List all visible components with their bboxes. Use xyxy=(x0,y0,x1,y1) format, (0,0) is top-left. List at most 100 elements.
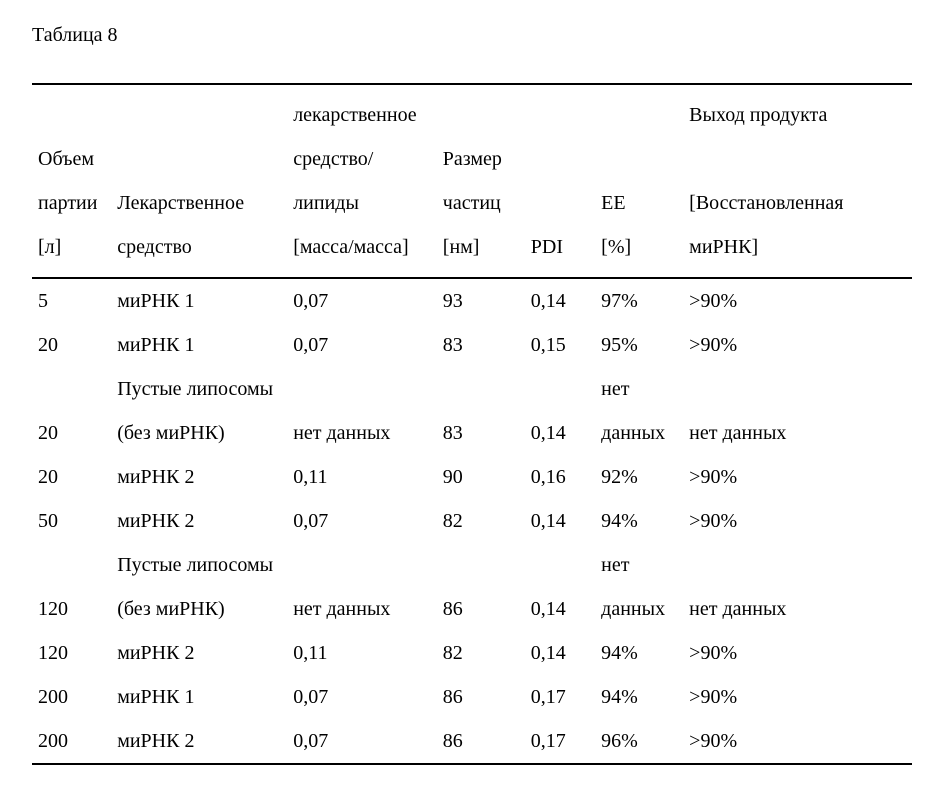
table-row: 20миРНК 10,07830,1595%>90% xyxy=(32,323,912,367)
cell-pdi: 0,16 xyxy=(525,455,595,499)
col-header-ee: EE[%] xyxy=(595,84,683,278)
header-line xyxy=(601,93,677,137)
data-table: Объемпартии[л] Лекарственноесредство лек… xyxy=(32,83,912,765)
cell-drug: Пустые липосомы (без миРНК) xyxy=(111,543,287,631)
header-line xyxy=(689,137,906,181)
header-line: Размер xyxy=(443,137,519,181)
header-line: липиды xyxy=(293,181,431,225)
cell-ratio: 0,07 xyxy=(287,278,437,323)
cell-volume: 20 xyxy=(32,323,111,367)
cell-volume: 20 xyxy=(32,455,111,499)
cell-ee: 97% xyxy=(595,278,683,323)
cell-drug: миРНК 1 xyxy=(111,323,287,367)
cell-ee: нет данных xyxy=(595,367,683,455)
cell-volume: 50 xyxy=(32,499,111,543)
cell-ee: 94% xyxy=(595,499,683,543)
col-header-size: Размерчастиц[нм] xyxy=(437,84,525,278)
header-line xyxy=(117,137,281,181)
cell-ee: 94% xyxy=(595,631,683,675)
cell-ratio: 0,07 xyxy=(287,499,437,543)
header-line xyxy=(443,93,519,137)
col-header-volume: Объемпартии[л] xyxy=(32,84,111,278)
table-row: 120Пустые липосомы (без миРНК)нет данных… xyxy=(32,543,912,631)
col-header-ratio: лекарственноесредство/липиды[масса/масса… xyxy=(287,84,437,278)
cell-ee: 94% xyxy=(595,675,683,719)
table-body: 5миРНК 10,07930,1497%>90%20миРНК 10,0783… xyxy=(32,278,912,764)
table-caption: Таблица 8 xyxy=(32,24,912,47)
header-line xyxy=(601,137,677,181)
cell-ee: 95% xyxy=(595,323,683,367)
header-line: [Восстановленная xyxy=(689,181,906,225)
cell-volume: 120 xyxy=(32,543,111,631)
col-header-pdi: PDI xyxy=(525,84,595,278)
header-line: Лекарственное xyxy=(117,181,281,225)
cell-size: 86 xyxy=(437,543,525,631)
header-line: средство xyxy=(117,225,281,269)
cell-ratio: 0,11 xyxy=(287,455,437,499)
cell-yield: >90% xyxy=(683,675,912,719)
cell-ratio: 0,07 xyxy=(287,675,437,719)
cell-size: 82 xyxy=(437,631,525,675)
cell-size: 83 xyxy=(437,323,525,367)
cell-volume: 200 xyxy=(32,675,111,719)
table-row: 50миРНК 20,07820,1494%>90% xyxy=(32,499,912,543)
cell-pdi: 0,17 xyxy=(525,719,595,764)
header-line: Выход продукта xyxy=(689,93,906,137)
col-header-yield: Выход продукта [ВосстановленнаямиРНК] xyxy=(683,84,912,278)
header-line: [л] xyxy=(38,225,105,269)
cell-yield: нет данных xyxy=(683,367,912,455)
cell-ratio: 0,07 xyxy=(287,323,437,367)
cell-yield: >90% xyxy=(683,719,912,764)
table-row: 20миРНК 20,11900,1692%>90% xyxy=(32,455,912,499)
table-row: 20Пустые липосомы (без миРНК)нет данных8… xyxy=(32,367,912,455)
header-line xyxy=(531,181,589,225)
cell-ratio: 0,07 xyxy=(287,719,437,764)
cell-pdi: 0,14 xyxy=(525,367,595,455)
cell-yield: >90% xyxy=(683,631,912,675)
header-line: [нм] xyxy=(443,225,519,269)
table-row: 5миРНК 10,07930,1497%>90% xyxy=(32,278,912,323)
cell-drug: миРНК 2 xyxy=(111,631,287,675)
cell-drug: миРНК 2 xyxy=(111,499,287,543)
header-line: частиц xyxy=(443,181,519,225)
cell-volume: 20 xyxy=(32,367,111,455)
cell-pdi: 0,14 xyxy=(525,631,595,675)
cell-ee: 96% xyxy=(595,719,683,764)
cell-size: 83 xyxy=(437,367,525,455)
header-line: [%] xyxy=(601,225,677,269)
header-line: средство/ xyxy=(293,137,431,181)
cell-yield: нет данных xyxy=(683,543,912,631)
cell-yield: >90% xyxy=(683,278,912,323)
header-line: PDI xyxy=(531,225,589,269)
cell-drug: миРНК 2 xyxy=(111,719,287,764)
col-header-drug: Лекарственноесредство xyxy=(111,84,287,278)
cell-size: 86 xyxy=(437,719,525,764)
cell-ratio: нет данных xyxy=(287,367,437,455)
table-header-row: Объемпартии[л] Лекарственноесредство лек… xyxy=(32,84,912,278)
cell-ratio: 0,11 xyxy=(287,631,437,675)
cell-pdi: 0,17 xyxy=(525,675,595,719)
cell-size: 82 xyxy=(437,499,525,543)
table-row: 200миРНК 20,07860,1796%>90% xyxy=(32,719,912,764)
cell-size: 93 xyxy=(437,278,525,323)
cell-volume: 5 xyxy=(32,278,111,323)
header-line xyxy=(531,137,589,181)
cell-drug: миРНК 2 xyxy=(111,455,287,499)
cell-pdi: 0,14 xyxy=(525,543,595,631)
cell-drug: миРНК 1 xyxy=(111,675,287,719)
header-line: партии xyxy=(38,181,105,225)
table-row: 120миРНК 20,11820,1494%>90% xyxy=(32,631,912,675)
cell-yield: >90% xyxy=(683,499,912,543)
cell-size: 90 xyxy=(437,455,525,499)
cell-pdi: 0,14 xyxy=(525,499,595,543)
cell-ratio: нет данных xyxy=(287,543,437,631)
header-line: миРНК] xyxy=(689,225,906,269)
cell-drug: Пустые липосомы (без миРНК) xyxy=(111,367,287,455)
cell-ee: 92% xyxy=(595,455,683,499)
header-line: Объем xyxy=(38,137,105,181)
cell-yield: >90% xyxy=(683,323,912,367)
cell-size: 86 xyxy=(437,675,525,719)
cell-volume: 120 xyxy=(32,631,111,675)
header-line: EE xyxy=(601,181,677,225)
cell-volume: 200 xyxy=(32,719,111,764)
